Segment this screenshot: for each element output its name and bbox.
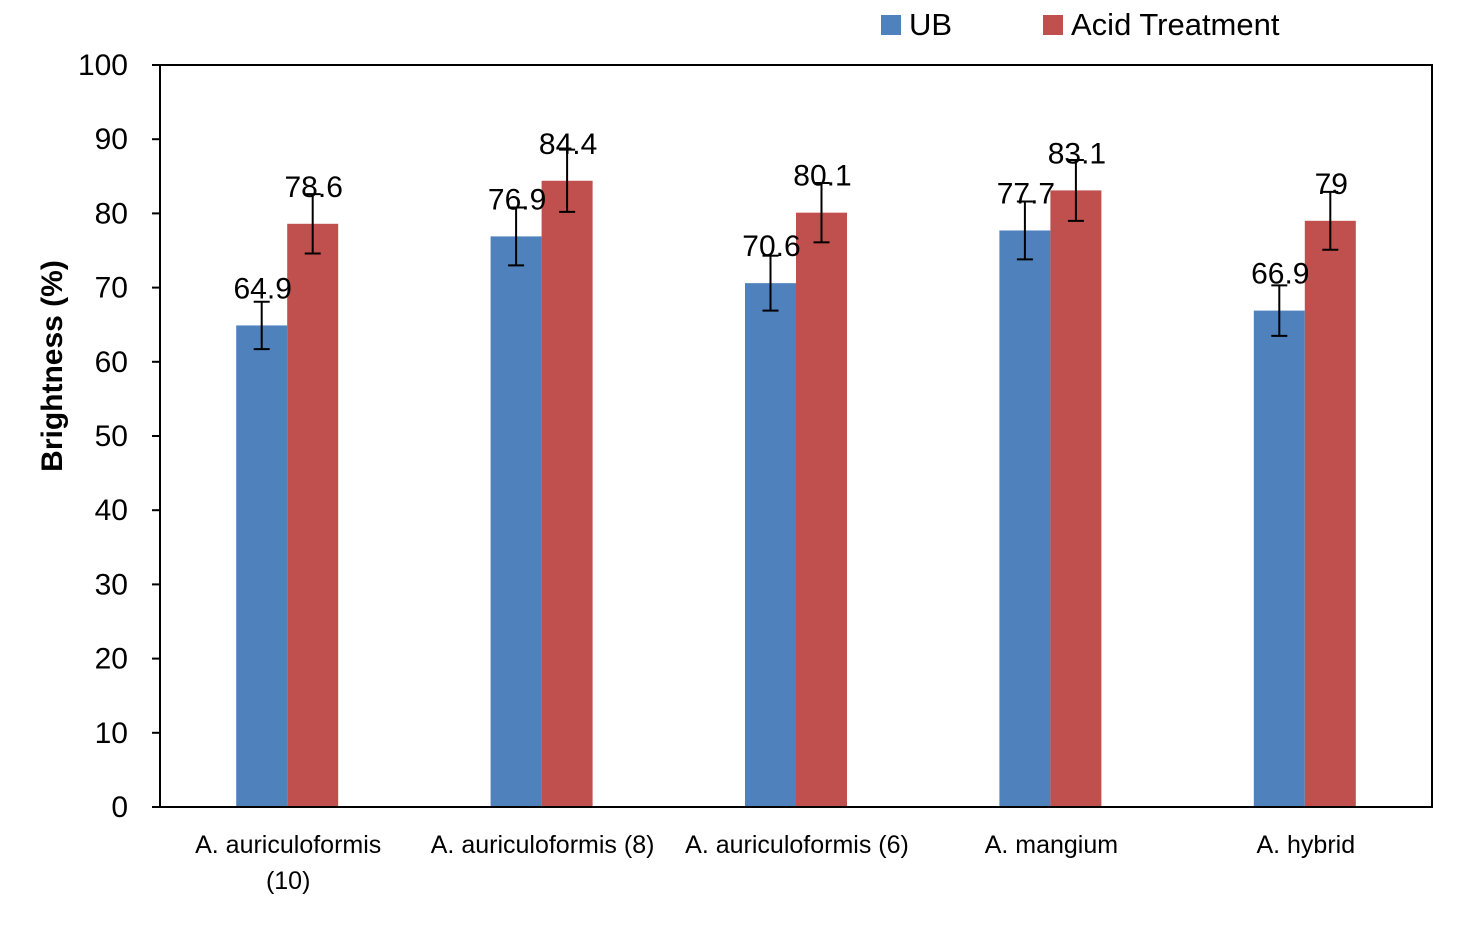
plot-area-frame — [159, 64, 1433, 808]
error-bar — [253, 300, 270, 351]
bar-acid-treatment-0 — [287, 223, 339, 808]
x-category-label: A. mangium — [985, 831, 1118, 859]
y-tick-label: 90 — [95, 123, 128, 156]
y-tick-label: 50 — [95, 420, 128, 453]
data-label: 70.6 — [742, 230, 800, 263]
data-label: 80.1 — [793, 160, 851, 193]
y-tick-label: 10 — [95, 717, 128, 750]
x-axis: A. auriculoformis (10) A. auriculoformis (… — [195, 831, 1355, 895]
legend-swatch — [881, 15, 901, 35]
error-bars — [253, 148, 1339, 351]
y-tick-label: 70 — [95, 272, 128, 305]
data-label: 79 — [1315, 168, 1348, 201]
bars — [236, 180, 1356, 808]
data-label: 83.1 — [1048, 137, 1106, 170]
bar-acid-treatment-4 — [1304, 220, 1356, 807]
error-bar — [1271, 284, 1288, 337]
data-label: 77.7 — [997, 177, 1055, 210]
bar-acid-treatment-1 — [541, 180, 593, 807]
y-tick-label: 40 — [95, 494, 128, 527]
error-bar — [304, 193, 321, 255]
y-tick-label: 80 — [95, 197, 128, 230]
bar-acid-treatment-3 — [1050, 190, 1102, 807]
legend-label: Acid Treatment — [1071, 7, 1280, 42]
error-bar — [1067, 158, 1084, 222]
legend-label: UB — [909, 7, 952, 42]
data-label: 78.6 — [285, 171, 343, 204]
x-category-label: A. auriculoformis (6) — [685, 831, 909, 859]
error-bar — [508, 206, 525, 267]
error-bar — [813, 181, 830, 244]
data-labels: 64.9 76.9 70.6 77.7 66.9 78.6 84.4 80.1 83.1 79 — [234, 128, 1348, 306]
y-tick-label: 60 — [95, 346, 128, 379]
bar-ub-1 — [490, 236, 542, 808]
y-tick-label: 30 — [95, 568, 128, 601]
error-bar — [762, 254, 779, 312]
y-tick-label: 20 — [95, 643, 128, 676]
legend-swatch — [1043, 15, 1063, 35]
bar-acid-treatment-2 — [796, 212, 847, 807]
bar-ub-4 — [1253, 310, 1305, 807]
error-bar — [1016, 200, 1033, 261]
error-bar — [1322, 190, 1339, 251]
x-category-label: A. auriculoformis (8) — [431, 831, 655, 859]
y-tick-label: 100 — [78, 49, 128, 82]
y-axis-title: Brightness (%) — [36, 260, 69, 472]
bar-ub-2 — [745, 283, 796, 807]
error-bar — [559, 148, 576, 213]
x-category-label: A. hybrid — [1256, 831, 1355, 859]
data-label: 84.4 — [539, 128, 597, 161]
bar-ub-0 — [236, 325, 288, 807]
bar-ub-3 — [999, 230, 1051, 807]
data-label: 76.9 — [488, 183, 546, 216]
x-category-label: (10) — [266, 867, 310, 895]
legend: UB Acid Treatment — [881, 7, 1280, 42]
y-tick-label: 0 — [111, 791, 128, 824]
data-label: 66.9 — [1251, 258, 1309, 291]
data-label: 64.9 — [234, 272, 292, 305]
x-category-label: A. auriculoformis — [195, 831, 381, 859]
y-axis: 0 10 20 30 40 50 60 70 80 90 100 — [78, 49, 160, 824]
